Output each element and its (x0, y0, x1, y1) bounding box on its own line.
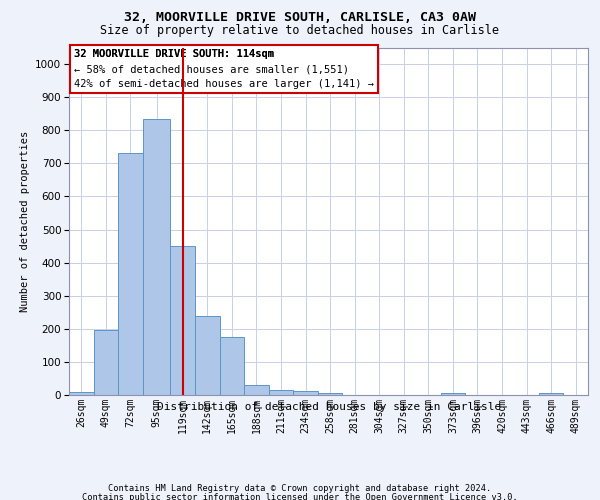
Text: Contains public sector information licensed under the Open Government Licence v3: Contains public sector information licen… (82, 493, 518, 500)
Bar (293, 391, 318, 395)
Bar (318, 394, 343, 395)
Text: Distribution of detached houses by size in Carlisle: Distribution of detached houses by size … (157, 402, 501, 412)
Bar (69, 392, 94, 395)
Bar (269, 390, 293, 395)
Text: Contains HM Land Registry data © Crown copyright and database right 2024.: Contains HM Land Registry data © Crown c… (109, 484, 491, 493)
Bar (539, 394, 563, 395)
Bar (118, 154, 143, 395)
Text: 32, MOORVILLE DRIVE SOUTH, CARLISLE, CA3 0AW: 32, MOORVILLE DRIVE SOUTH, CARLISLE, CA3… (124, 11, 476, 24)
Bar (244, 385, 269, 395)
Text: 32 MOORVILLE DRIVE SOUTH: 114sqm: 32 MOORVILLE DRIVE SOUTH: 114sqm (74, 49, 274, 59)
Text: 32 MOORVILLE DRIVE SOUTH: 114sqm
← 58% of detached houses are smaller (1,551)
42: 32 MOORVILLE DRIVE SOUTH: 114sqm ← 58% o… (74, 49, 374, 89)
Bar (220, 337, 244, 395)
Bar (143, 118, 170, 395)
Y-axis label: Number of detached properties: Number of detached properties (20, 130, 29, 312)
Bar (440, 394, 465, 395)
Bar (94, 330, 118, 395)
Text: Size of property relative to detached houses in Carlisle: Size of property relative to detached ho… (101, 24, 499, 37)
Bar (195, 316, 220, 395)
Bar (170, 246, 195, 395)
